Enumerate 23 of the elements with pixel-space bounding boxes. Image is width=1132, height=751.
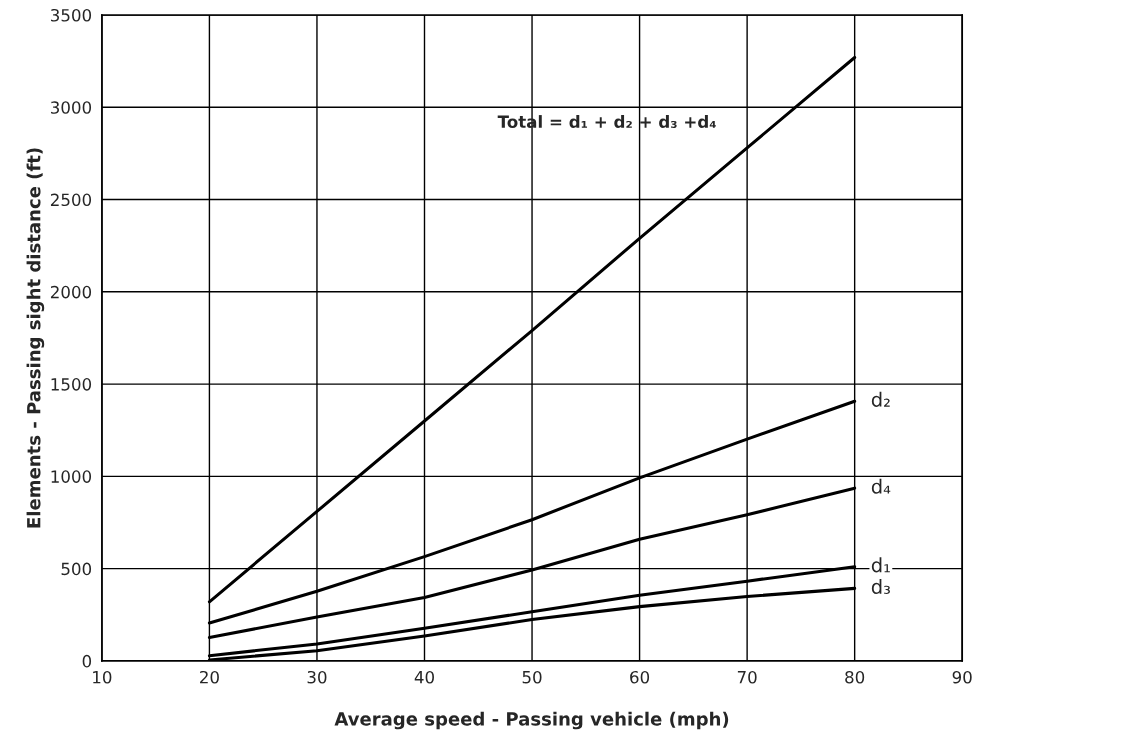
y-tick-label: 1000 (51, 470, 92, 483)
x-tick-label: 20 (200, 670, 219, 684)
x-tick-label: 90 (952, 670, 972, 684)
x-axis-title: Average speed - Passing vehicle (mph) (334, 711, 729, 730)
x-tick-label: 30 (307, 670, 327, 684)
series-label: d₂ (871, 391, 890, 407)
y-axis-title: Elements - Passing sight distance (ft) (26, 148, 45, 528)
x-tick-label: 70 (737, 670, 757, 684)
x-tick-label: 60 (630, 670, 650, 684)
y-tick-label: 1500 (51, 378, 92, 391)
y-tick-label: 500 (61, 562, 92, 576)
y-tick-label: 0 (82, 654, 92, 668)
y-tick-label: 3000 (51, 101, 92, 114)
series-label: d₄ (871, 478, 891, 494)
y-tick-label: 2000 (50, 285, 92, 299)
y-tick-label: 3500 (51, 8, 92, 22)
series-label: d₁ (871, 557, 890, 573)
x-tick-label: 40 (414, 670, 434, 684)
x-tick-label: 50 (522, 670, 542, 684)
series-label: d₃ (871, 578, 890, 594)
y-tick-label: 2500 (50, 193, 92, 207)
x-tick-label: 80 (845, 670, 865, 684)
x-tick-label: 10 (93, 670, 112, 684)
